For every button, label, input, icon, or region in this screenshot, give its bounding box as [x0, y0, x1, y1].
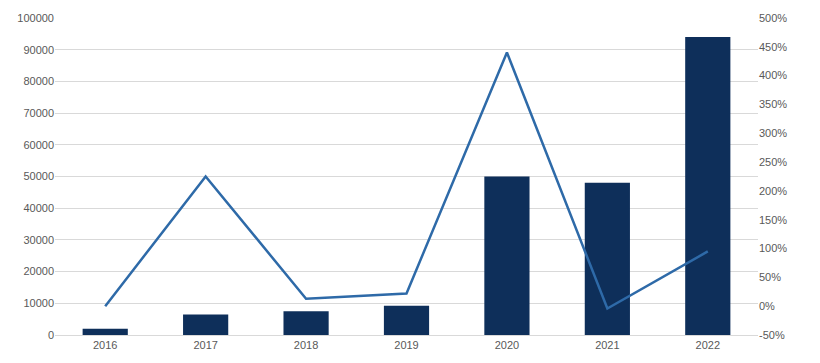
svg-text:90000: 90000: [23, 44, 54, 56]
svg-text:60000: 60000: [23, 139, 54, 151]
svg-text:100000: 100000: [17, 12, 54, 24]
svg-text:40000: 40000: [23, 202, 54, 214]
svg-text:100%: 100%: [759, 242, 787, 254]
svg-text:2018: 2018: [294, 339, 318, 351]
svg-text:10000: 10000: [23, 297, 54, 309]
svg-text:2017: 2017: [193, 339, 217, 351]
svg-text:2022: 2022: [696, 339, 720, 351]
svg-text:400%: 400%: [759, 69, 787, 81]
svg-text:30000: 30000: [23, 234, 54, 246]
svg-text:350%: 350%: [759, 98, 787, 110]
svg-text:300%: 300%: [759, 127, 787, 139]
svg-text:2020: 2020: [495, 339, 519, 351]
svg-text:20000: 20000: [23, 265, 54, 277]
svg-text:450%: 450%: [759, 41, 787, 53]
svg-text:70000: 70000: [23, 107, 54, 119]
svg-text:0: 0: [48, 329, 54, 341]
svg-text:50%: 50%: [759, 271, 781, 283]
svg-text:150%: 150%: [759, 214, 787, 226]
svg-text:-50%: -50%: [759, 329, 785, 341]
svg-text:250%: 250%: [759, 156, 787, 168]
svg-text:2019: 2019: [394, 339, 418, 351]
svg-text:2021: 2021: [595, 339, 619, 351]
svg-text:80000: 80000: [23, 75, 54, 87]
svg-text:50000: 50000: [23, 170, 54, 182]
svg-text:0%: 0%: [759, 300, 775, 312]
svg-text:2016: 2016: [93, 339, 117, 351]
svg-text:200%: 200%: [759, 185, 787, 197]
svg-text:500%: 500%: [759, 12, 787, 24]
